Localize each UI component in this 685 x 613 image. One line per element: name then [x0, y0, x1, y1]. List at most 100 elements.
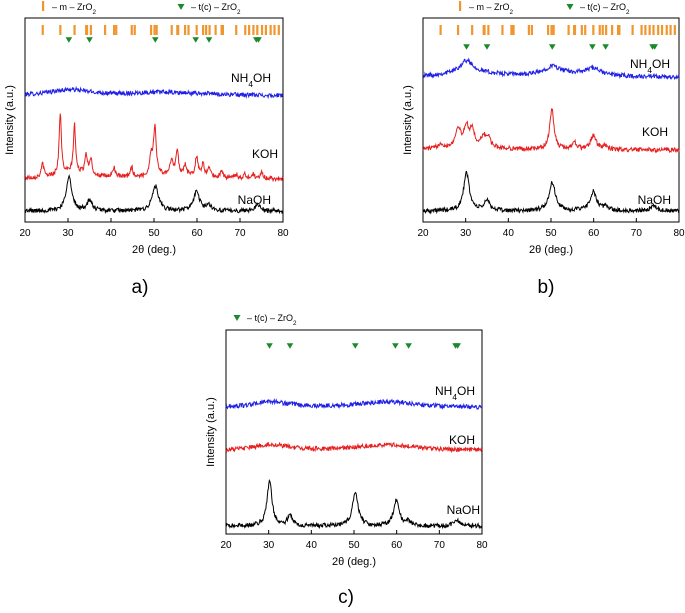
- series-label-naoh: NaOH: [447, 503, 480, 517]
- x-tick-label: 60: [588, 228, 600, 239]
- legend-triangle-marker: [566, 4, 574, 10]
- m-zro2-reference-bar: [103, 25, 107, 35]
- chart-panel-1: 20 30 40 50 60 70 80 2θ (deg.) Intensity (a.u.) a…: [4, 1, 289, 298]
- m-zro2-reference-bar: [648, 25, 651, 35]
- series-line-naoh: [24, 173, 284, 215]
- t-zro2-reference-marker: [205, 37, 213, 43]
- m-zro2-reference-bar: [592, 25, 595, 35]
- legend-label-monoclinic: – m – ZrO2: [52, 2, 97, 16]
- m-zro2-reference-bar: [527, 25, 531, 35]
- m-zro2-reference-bar: [89, 25, 92, 35]
- series-line-koh: [225, 441, 483, 454]
- m-zro2-reference-bar: [471, 25, 474, 35]
- m-zro2-reference-bar: [660, 25, 664, 35]
- series-line-koh: [24, 113, 284, 183]
- x-tick-label: 70: [234, 228, 246, 239]
- series-line-nh4oh: [24, 85, 284, 100]
- m-zro2-reference-bar: [235, 25, 238, 35]
- m-zro2-reference-bar: [133, 25, 136, 35]
- series-line-naoh: [422, 170, 680, 215]
- x-tick-label: 20: [19, 228, 31, 239]
- plot-frame: [225, 329, 483, 535]
- m-zro2-reference-bar: [59, 25, 62, 35]
- panel-label: c): [338, 587, 354, 608]
- t-zro2-reference-marker: [266, 343, 273, 349]
- m-zro2-reference-bar: [187, 25, 190, 35]
- legend-bar-marker: [42, 1, 45, 11]
- chart-panel-2: 20 30 40 50 60 70 80 2θ (deg.) Intensity (a.u.) b…: [402, 1, 685, 298]
- legend-label-tetragonal: – t(c) – ZrO2: [580, 2, 630, 16]
- x-tick-label: 70: [631, 228, 643, 239]
- m-zro2-reference-bar: [567, 25, 570, 35]
- m-zro2-reference-bar: [439, 25, 442, 35]
- m-zro2-reference-bar: [113, 25, 116, 35]
- m-zro2-reference-bar: [256, 25, 259, 35]
- m-zro2-reference-bar: [631, 25, 634, 35]
- m-zro2-reference-bar: [220, 25, 223, 35]
- t-zro2-reference-marker: [548, 44, 556, 50]
- m-zro2-reference-bar: [277, 25, 280, 35]
- x-tick-label: 80: [277, 228, 289, 239]
- m-zro2-reference-bar: [530, 25, 533, 35]
- legend-label-monoclinic: – m – ZrO2: [469, 2, 514, 16]
- m-zro2-reference-bar: [487, 25, 490, 35]
- series-line-koh: [422, 107, 680, 154]
- m-zro2-reference-bar: [170, 25, 173, 35]
- x-tick-label: 50: [545, 228, 557, 239]
- m-zro2-reference-bar: [618, 25, 621, 35]
- m-zro2-reference-bar: [501, 25, 504, 35]
- x-tick-label: 60: [391, 540, 403, 551]
- m-zro2-reference-bar: [601, 25, 604, 35]
- m-zro2-reference-bar: [598, 25, 601, 35]
- m-zro2-reference-bar: [552, 25, 555, 35]
- legend-triangle-marker: [177, 4, 185, 10]
- x-tick-label: 60: [191, 228, 203, 239]
- t-zro2-reference-marker: [483, 44, 491, 50]
- m-zro2-reference-bar: [183, 25, 187, 35]
- m-zro2-reference-bar: [252, 25, 255, 35]
- t-zro2-reference-marker: [286, 343, 294, 349]
- m-zro2-reference-bar: [669, 25, 672, 35]
- m-zro2-reference-bar: [573, 25, 577, 35]
- x-axis-label: 2θ (deg.): [332, 556, 376, 568]
- m-zro2-reference-bar: [153, 25, 156, 35]
- m-zro2-reference-bar: [41, 25, 44, 35]
- panel-label: a): [132, 277, 149, 298]
- t-zro2-reference-marker: [602, 44, 609, 50]
- m-zro2-reference-bar: [115, 25, 118, 35]
- series-label-naoh: NaOH: [638, 193, 671, 207]
- t-zro2-reference-marker: [392, 343, 399, 349]
- m-zro2-reference-bar: [195, 25, 198, 35]
- panel-label: b): [538, 277, 555, 298]
- legend-bar-marker: [459, 1, 462, 11]
- m-zro2-reference-bar: [512, 25, 515, 35]
- series-line-nh4oh: [225, 398, 483, 410]
- x-tick-label: 30: [62, 228, 74, 239]
- t-zro2-reference-marker: [151, 37, 159, 43]
- t-zro2-reference-marker: [454, 343, 461, 349]
- m-zro2-reference-bar: [616, 25, 620, 35]
- x-tick-label: 20: [417, 228, 429, 239]
- m-zro2-reference-bar: [547, 25, 550, 35]
- t-zro2-reference-marker: [192, 37, 200, 43]
- chart-panel-3: 20 30 40 50 60 70 80 2θ (deg.) Intensity (a.u.) c…: [205, 313, 488, 608]
- m-zro2-reference-bar: [73, 25, 76, 35]
- m-zro2-reference-bar: [214, 25, 217, 35]
- series-label-nh4oh: NH4OH: [435, 384, 475, 402]
- t-zro2-reference-marker: [589, 44, 596, 50]
- legend-label-tetragonal: – t(c) – ZrO2: [191, 2, 241, 16]
- t-zro2-reference-marker: [463, 44, 470, 50]
- m-zro2-reference-bar: [244, 25, 247, 35]
- t-zro2-reference-marker: [405, 343, 412, 349]
- m-zro2-reference-bar: [205, 25, 208, 35]
- m-zro2-reference-bar: [149, 25, 153, 35]
- m-zro2-reference-bar: [580, 25, 583, 35]
- m-zro2-reference-bar: [208, 25, 211, 35]
- x-axis-label: 2θ (deg.): [529, 244, 573, 256]
- series-label-naoh: NaOH: [238, 193, 271, 207]
- m-zro2-reference-bar: [644, 25, 647, 35]
- m-zro2-reference-bar: [456, 25, 460, 35]
- x-tick-label: 80: [476, 540, 488, 551]
- x-tick-label: 50: [148, 228, 160, 239]
